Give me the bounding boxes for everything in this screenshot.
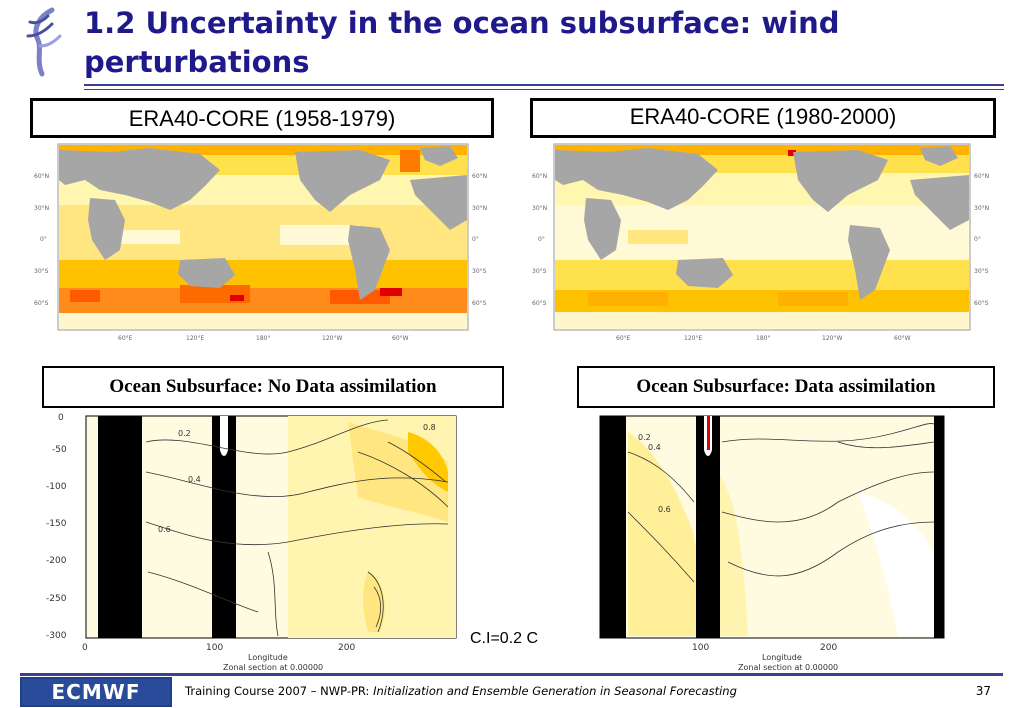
x-axis-label: Longitude — [762, 653, 802, 662]
lat-tick: 60°N — [472, 173, 487, 180]
contour-label: 0.2 — [638, 433, 651, 442]
lat-tick: 30°N — [974, 205, 989, 212]
lat-tick: 30°S — [974, 268, 989, 275]
lat-tick: 30°N — [472, 205, 487, 212]
section-right: 0.2 0.4 0.6 100 200 Longitude Zonal sect… — [599, 415, 945, 672]
map-left-label: ERA40-CORE (1958-1979) — [30, 98, 494, 138]
lon-tick: 120°E — [684, 335, 702, 342]
contour-interval-label: C.I=0.2 C — [470, 630, 539, 647]
map-right-label: ERA40-CORE (1980-2000) — [530, 98, 996, 138]
lon-tick: 120°E — [186, 335, 204, 342]
contour-label: 0.4 — [188, 475, 201, 484]
footer-text-italic: Initialization and Ensemble Generation i… — [373, 684, 737, 698]
footer-text-prefix: Training Course 2007 – NWP-PR: — [185, 684, 374, 698]
map-right: 60°N 30°N 0° 30°S 60°S 60°N 30°N 0° 30°S… — [532, 143, 989, 342]
lat-tick: 0° — [472, 236, 479, 243]
lat-tick: 60°S — [974, 300, 989, 307]
lon-tick: 180° — [756, 335, 770, 342]
lat-tick: 60°S — [472, 300, 487, 307]
x-tick: 100 — [206, 643, 223, 653]
x-tick: 200 — [820, 643, 837, 653]
page-number: 37 — [975, 684, 991, 698]
contour-label: 0.4 — [648, 443, 661, 452]
contour-label: 0.6 — [158, 525, 171, 534]
lat-tick: 60°N — [34, 173, 49, 180]
lat-tick: 30°N — [532, 205, 547, 212]
y-tick: -100 — [46, 482, 67, 492]
y-tick: -200 — [46, 556, 67, 566]
x-tick: 0 — [82, 643, 88, 653]
x-tick: 100 — [692, 643, 709, 653]
contour-label: 0.2 — [178, 429, 191, 438]
footer-rule — [20, 673, 1003, 676]
institution-logo — [26, 7, 62, 77]
footer-text: Training Course 2007 – NWP-PR: Initializ… — [185, 684, 737, 698]
x-axis-sublabel: Zonal section at 0.00000 — [738, 663, 838, 672]
ecmwf-logo: ECMWF — [20, 677, 172, 707]
y-tick: -300 — [46, 631, 67, 641]
x-tick: 200 — [338, 643, 355, 653]
lon-tick: 60°E — [616, 335, 631, 342]
title-rule-thin — [84, 89, 1004, 90]
lon-tick: 60°E — [118, 335, 133, 342]
lat-tick: 30°S — [532, 268, 547, 275]
lon-tick: 60°W — [392, 335, 409, 342]
contour-label: 0.8 — [423, 423, 436, 432]
y-tick: -250 — [46, 594, 67, 604]
lat-tick: 0° — [538, 236, 545, 243]
y-tick: 0 — [58, 413, 64, 423]
y-tick: -50 — [52, 445, 67, 455]
lon-tick: 120°W — [822, 335, 842, 342]
lat-tick: 60°S — [34, 300, 49, 307]
lat-tick: 60°S — [532, 300, 547, 307]
section-left-label: Ocean Subsurface: No Data assimilation — [42, 366, 504, 408]
lat-tick: 0° — [974, 236, 981, 243]
lon-tick: 60°W — [894, 335, 911, 342]
lat-tick: 30°S — [34, 268, 49, 275]
section-right-label: Ocean Subsurface: Data assimilation — [577, 366, 995, 408]
lon-tick: 120°W — [322, 335, 342, 342]
lon-tick: 180° — [256, 335, 270, 342]
lat-tick: 60°N — [974, 173, 989, 180]
lat-tick: 0° — [40, 236, 47, 243]
lat-tick: 30°N — [34, 205, 49, 212]
lat-tick: 30°S — [472, 268, 487, 275]
contour-label: 0.6 — [658, 505, 671, 514]
title-rule — [84, 84, 1004, 86]
lat-tick: 60°N — [532, 173, 547, 180]
map-left: 60°N 30°N 0° 30°S 60°S 60°N 30°N 0° 30°S… — [34, 143, 487, 342]
section-left: 0.2 0.4 0.6 0.8 0 -50 -100 -150 -200 -25… — [46, 413, 457, 672]
x-axis-sublabel: Zonal section at 0.00000 — [223, 663, 323, 672]
slide-title: 1.2 Uncertainty in the ocean subsurface:… — [84, 6, 840, 79]
x-axis-label: Longitude — [248, 653, 288, 662]
y-tick: -150 — [46, 519, 67, 529]
